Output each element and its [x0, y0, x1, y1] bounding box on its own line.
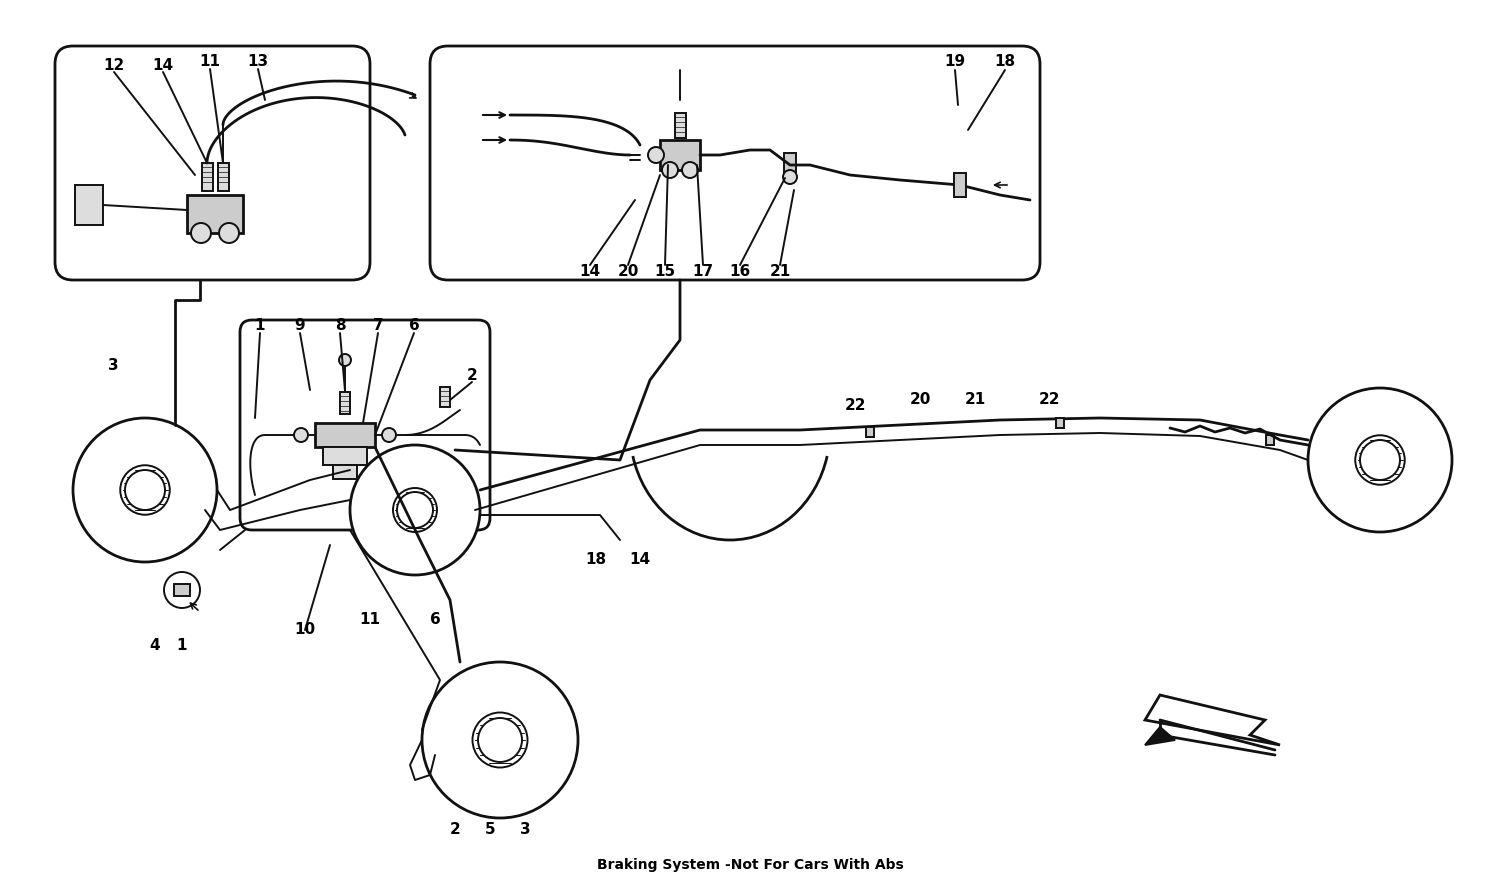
- Bar: [75, 185, 104, 225]
- Text: 10: 10: [294, 623, 315, 637]
- Text: 22: 22: [844, 397, 865, 413]
- Circle shape: [219, 223, 239, 243]
- Text: 14: 14: [630, 552, 651, 568]
- Circle shape: [339, 354, 351, 366]
- Bar: [660, 140, 700, 170]
- Circle shape: [120, 465, 170, 515]
- Circle shape: [478, 718, 522, 762]
- Circle shape: [662, 162, 678, 178]
- FancyBboxPatch shape: [56, 46, 370, 280]
- Text: 4: 4: [150, 637, 160, 652]
- Circle shape: [74, 418, 217, 562]
- Polygon shape: [1144, 727, 1174, 745]
- Bar: [188, 195, 243, 233]
- Text: Braking System -Not For Cars With Abs: Braking System -Not For Cars With Abs: [597, 858, 903, 872]
- Bar: [202, 163, 213, 191]
- FancyBboxPatch shape: [240, 320, 490, 530]
- Circle shape: [393, 488, 436, 532]
- Text: 21: 21: [964, 393, 986, 407]
- FancyBboxPatch shape: [430, 46, 1040, 280]
- Circle shape: [682, 162, 698, 178]
- Bar: [322, 447, 368, 465]
- Text: 17: 17: [693, 265, 714, 280]
- Text: 22: 22: [1040, 393, 1060, 407]
- Text: 8: 8: [334, 317, 345, 332]
- Text: 6: 6: [408, 317, 420, 332]
- Circle shape: [1360, 440, 1400, 480]
- Circle shape: [1308, 388, 1452, 532]
- Circle shape: [382, 428, 396, 442]
- Circle shape: [164, 572, 200, 608]
- Circle shape: [783, 170, 796, 184]
- Text: 1: 1: [255, 317, 266, 332]
- Bar: [217, 163, 229, 191]
- Text: 13: 13: [248, 54, 268, 69]
- Circle shape: [124, 470, 165, 510]
- Circle shape: [398, 492, 433, 528]
- Text: 11: 11: [200, 54, 220, 69]
- Text: 20: 20: [909, 393, 930, 407]
- Circle shape: [190, 223, 211, 243]
- Bar: [675, 113, 686, 138]
- Text: 15: 15: [654, 265, 675, 280]
- Bar: [174, 584, 190, 596]
- Bar: [784, 153, 796, 177]
- Bar: [954, 173, 966, 197]
- Circle shape: [648, 147, 664, 163]
- Text: 5: 5: [484, 822, 495, 838]
- Circle shape: [1356, 435, 1404, 485]
- Text: 7: 7: [372, 317, 384, 332]
- Text: 12: 12: [104, 58, 125, 72]
- Bar: [865, 427, 874, 437]
- Text: 18: 18: [994, 54, 1016, 69]
- Text: 14: 14: [579, 265, 600, 280]
- Text: 2: 2: [466, 367, 477, 382]
- Text: 2: 2: [450, 822, 460, 838]
- Text: 14: 14: [153, 58, 174, 72]
- Bar: [1056, 418, 1064, 428]
- Text: 6: 6: [429, 612, 441, 627]
- Circle shape: [294, 428, 307, 442]
- Text: 3: 3: [108, 357, 118, 372]
- Text: 1: 1: [177, 637, 188, 652]
- Circle shape: [350, 445, 480, 575]
- Bar: [1266, 435, 1274, 445]
- Circle shape: [422, 662, 578, 818]
- Text: 20: 20: [618, 265, 639, 280]
- Text: 16: 16: [729, 265, 750, 280]
- Text: 18: 18: [585, 552, 606, 568]
- Circle shape: [472, 713, 528, 767]
- Text: 11: 11: [360, 612, 381, 627]
- Text: 9: 9: [294, 317, 306, 332]
- Text: 21: 21: [770, 265, 790, 280]
- Bar: [440, 387, 450, 407]
- Bar: [340, 392, 350, 414]
- Text: 19: 19: [945, 54, 966, 69]
- Polygon shape: [1144, 695, 1280, 745]
- Bar: [315, 423, 375, 447]
- Text: 3: 3: [519, 822, 531, 838]
- Bar: [333, 465, 357, 479]
